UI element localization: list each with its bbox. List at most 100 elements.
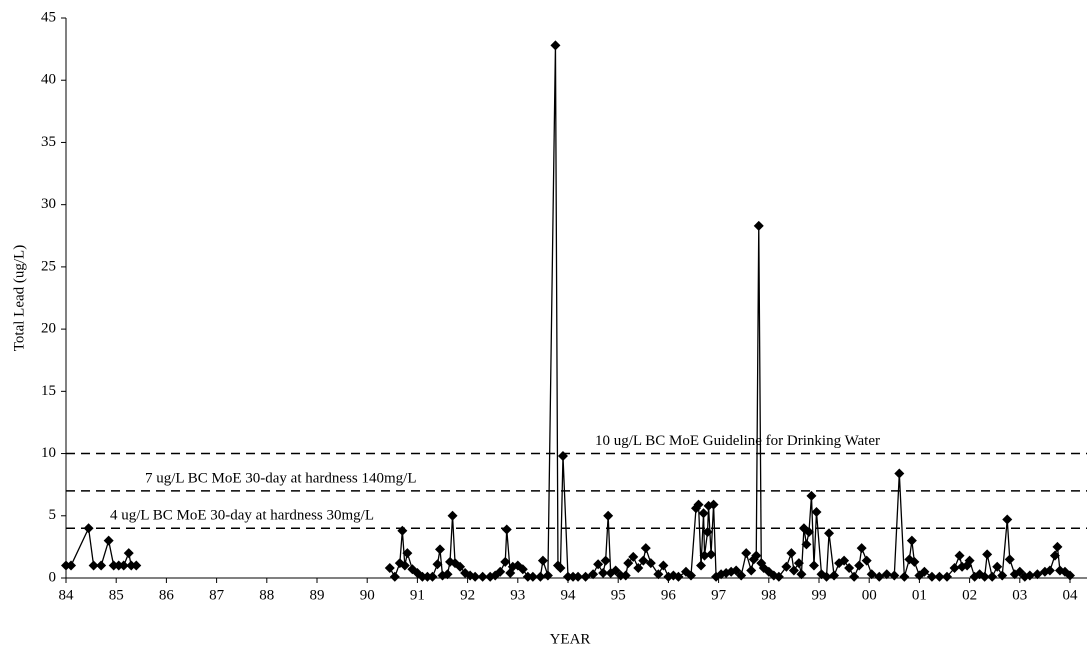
x-tick-label: 96 [661,587,677,603]
y-axis-label: Total Lead (ug/L) [11,245,27,351]
data-point [751,550,762,561]
data-point [992,561,1003,572]
x-tick-label: 85 [109,587,124,603]
data-point [706,549,717,560]
data-point [1044,565,1055,576]
data-point [964,555,975,566]
data-point [844,563,855,574]
data-point [422,571,433,582]
data-point [926,571,937,582]
x-tick-label: 94 [561,587,577,603]
data-point [801,539,812,550]
data-point [866,569,877,580]
data-point [673,571,684,582]
x-tick-label: 98 [761,587,776,603]
data-point [557,451,568,462]
data-point [603,510,614,521]
data-point [118,560,129,571]
x-tick-label: 01 [912,587,927,603]
data-point [856,543,867,554]
data-point [982,549,993,560]
data-point [501,524,512,535]
data-point [949,563,960,574]
data-point [66,560,77,571]
data-point [997,570,1008,581]
data-point [550,40,561,51]
series-line [389,45,1071,579]
x-tick-label: 02 [962,587,977,603]
x-tick-label: 87 [209,587,225,603]
data-point [934,571,945,582]
data-point [427,571,438,582]
data-point [954,550,965,561]
data-point [796,569,807,580]
data-point [741,548,752,559]
y-tick-label: 40 [41,72,56,88]
data-point [1002,514,1013,525]
data-point [1052,541,1063,552]
data-point [477,571,488,582]
data-point [753,220,764,231]
data-point [829,570,840,581]
x-tick-label: 00 [862,587,877,603]
data-point [83,523,94,534]
data-point [389,571,400,582]
data-point [653,569,664,580]
x-tick-label: 95 [611,587,626,603]
data-point [580,571,591,582]
data-point [1024,570,1035,581]
data-point [620,570,631,581]
data-point [535,571,546,582]
data-point [1049,550,1060,561]
data-point [542,570,553,581]
x-tick-label: 04 [1063,587,1079,603]
data-point [623,558,634,569]
data-point [568,571,579,582]
data-point [1065,570,1075,581]
data-point [126,560,137,571]
data-point [881,569,892,580]
data-point [537,555,548,566]
data-point [432,559,443,570]
data-point [702,526,713,537]
data-point [61,560,71,571]
data-point [417,571,428,582]
data-point [527,571,538,582]
data-point [573,571,584,582]
data-point [849,571,860,582]
data-point [397,525,408,536]
reference-label: 7 ug/L BC MoE 30-day at hardness 140mg/L [145,470,417,486]
x-axis-label: YEAR [550,631,591,647]
data-point [108,560,119,571]
data-point [746,565,757,576]
data-point [861,555,872,566]
x-tick-label: 84 [59,587,75,603]
data-point [505,568,516,579]
data-point [693,499,704,510]
data-point [1004,554,1015,565]
x-tick-label: 89 [310,587,325,603]
data-point [736,570,747,581]
data-point [942,571,953,582]
data-point [399,560,410,571]
data-point [899,571,910,582]
data-point [517,564,528,575]
y-tick-label: 10 [41,445,56,461]
data-point [806,490,817,501]
data-point [600,555,611,566]
data-point [788,565,799,576]
data-point [821,571,832,582]
x-tick-label: 99 [812,587,827,603]
data-point [103,535,114,546]
y-tick-label: 25 [41,258,56,274]
data-point [638,555,649,566]
data-point [1032,569,1043,580]
y-tick-label: 5 [49,507,57,523]
data-point [123,548,134,559]
data-point [773,571,784,582]
data-point [699,550,710,561]
data-point [113,560,124,571]
data-point [615,570,626,581]
data-point [909,556,920,567]
